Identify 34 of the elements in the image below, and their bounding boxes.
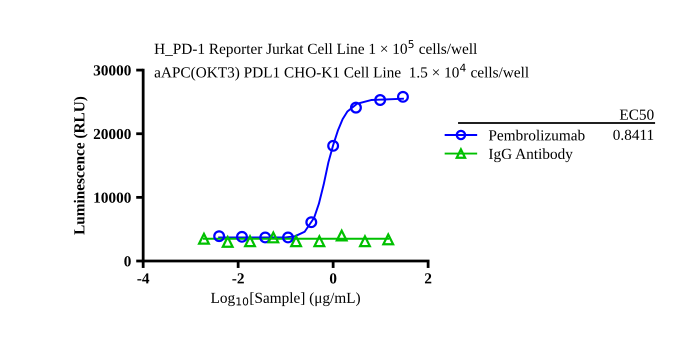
y-tick-label: 10000 bbox=[94, 192, 131, 203]
point bbox=[374, 94, 386, 106]
legend-title: EC50 bbox=[620, 109, 654, 120]
point bbox=[222, 236, 234, 248]
point bbox=[358, 235, 371, 248]
point bbox=[350, 102, 362, 114]
point bbox=[396, 90, 409, 103]
point bbox=[282, 231, 294, 244]
y-tick-label: 20000 bbox=[94, 128, 131, 140]
x-tick-label: -4 bbox=[137, 273, 150, 284]
point bbox=[336, 230, 348, 242]
point bbox=[382, 233, 394, 246]
point bbox=[267, 231, 280, 244]
y-tick-label: 30000 bbox=[94, 65, 131, 76]
point bbox=[198, 232, 210, 245]
y-axis-title: Luminescence (RLU) bbox=[74, 96, 88, 235]
x-tick-label: 2 bbox=[424, 273, 432, 284]
x-tick-label: 0 bbox=[330, 273, 336, 284]
chart-title: H_PD-1 Reporter Jurkat Cell Line 1 × 10$^{5}$ cells/well bbox=[154, 40, 477, 58]
point bbox=[236, 230, 248, 243]
legend-label: IgG Antibody bbox=[488, 148, 573, 162]
chart-subtitle: aAPC(OKT3) PDL1 CHO-K1 Cell Line 1.5 × 10$^{4}$ cells/well bbox=[154, 64, 529, 81]
text: 0.8411 bbox=[613, 130, 654, 140]
point bbox=[244, 235, 256, 248]
point bbox=[327, 140, 340, 152]
x-tick-label: -2 bbox=[232, 273, 244, 284]
y-tick-label: 0 bbox=[124, 256, 131, 266]
legend-label: Pembrolizumab bbox=[488, 130, 585, 141]
point bbox=[259, 231, 272, 244]
point bbox=[305, 216, 318, 228]
point bbox=[290, 235, 302, 248]
point bbox=[313, 235, 326, 248]
x-axis-title: Log$_{10}$[Sample] (μg/mL) bbox=[210, 292, 360, 306]
point bbox=[213, 230, 226, 242]
